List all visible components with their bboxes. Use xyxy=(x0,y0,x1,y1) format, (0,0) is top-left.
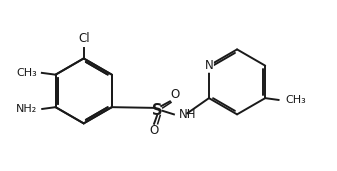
Text: NH₂: NH₂ xyxy=(16,104,37,114)
Text: Cl: Cl xyxy=(78,32,90,45)
Text: O: O xyxy=(170,88,179,101)
Text: O: O xyxy=(149,124,159,137)
Text: CH₃: CH₃ xyxy=(17,68,37,78)
Text: CH₃: CH₃ xyxy=(286,95,307,105)
Text: N: N xyxy=(205,59,213,72)
Text: S: S xyxy=(152,103,163,118)
Text: NH: NH xyxy=(179,108,197,121)
